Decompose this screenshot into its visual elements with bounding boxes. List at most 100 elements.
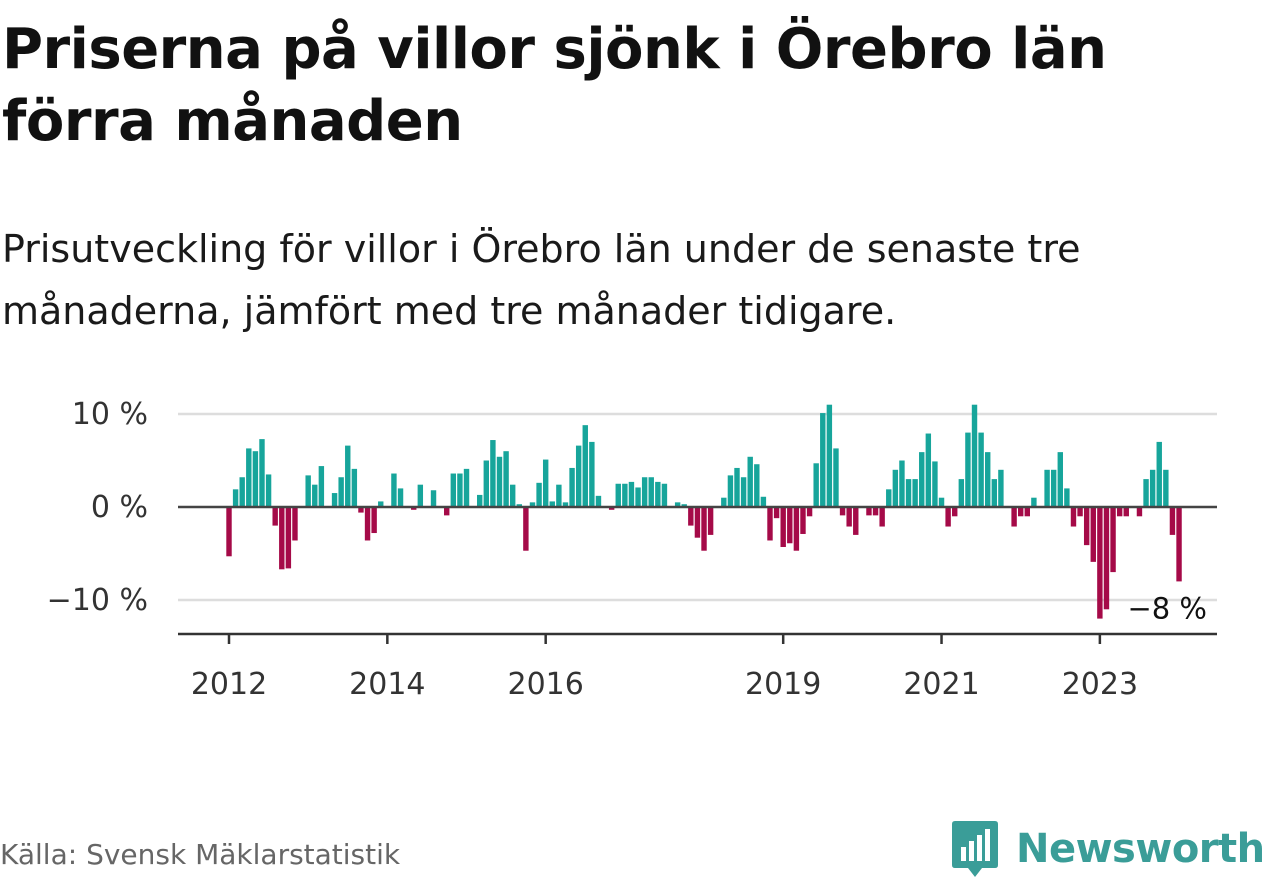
bar	[767, 507, 773, 541]
bar	[1031, 497, 1037, 507]
bar	[305, 475, 311, 507]
bar	[252, 451, 259, 507]
bar	[411, 507, 417, 510]
bar	[1163, 469, 1169, 507]
bar	[879, 507, 885, 527]
bar	[285, 507, 292, 569]
bar	[523, 507, 529, 551]
bar	[1070, 507, 1077, 527]
bar	[641, 477, 648, 507]
bar	[1149, 469, 1156, 507]
bar	[615, 483, 621, 507]
bar	[793, 507, 800, 551]
bar	[780, 507, 786, 547]
bar	[899, 460, 905, 507]
bar	[787, 507, 793, 544]
bar	[952, 507, 958, 517]
bar	[747, 456, 753, 507]
bar	[1143, 479, 1149, 507]
bar	[371, 507, 377, 534]
bar	[1044, 469, 1050, 507]
bar-chart: 10 % 0 % −10 % 2012 2014 2016 2019 2021 2023 −8 %	[47, 397, 1217, 702]
bar	[1103, 507, 1110, 610]
bar	[457, 473, 463, 507]
y-tick-label: −10 %	[47, 583, 148, 618]
bar	[516, 504, 522, 507]
bar	[1050, 469, 1057, 507]
bar	[932, 461, 938, 507]
x-tick-label: 2014	[349, 667, 425, 702]
bar	[925, 433, 932, 507]
bar	[477, 494, 483, 507]
bar	[694, 507, 701, 538]
bar	[965, 432, 971, 507]
bar	[820, 413, 826, 507]
bar	[701, 507, 707, 551]
bar	[773, 507, 780, 519]
bar	[839, 507, 846, 516]
bar	[364, 507, 371, 541]
bar	[760, 496, 767, 507]
bar	[622, 483, 628, 507]
bar	[430, 490, 437, 507]
gridlines	[178, 412, 1217, 602]
bar	[892, 469, 899, 507]
bar	[846, 507, 852, 527]
bar	[1169, 507, 1176, 535]
bar	[1018, 507, 1024, 517]
x-tick-label: 2019	[745, 667, 821, 702]
bar	[463, 468, 470, 507]
bar	[232, 489, 239, 507]
bar	[998, 469, 1004, 507]
bar	[1156, 441, 1162, 507]
bar	[945, 507, 951, 527]
bar	[1011, 507, 1017, 527]
bar	[991, 479, 998, 507]
bar	[1057, 452, 1063, 507]
bar	[1024, 507, 1030, 517]
bar	[813, 463, 819, 507]
bar	[648, 477, 654, 507]
x-tick-label: 2016	[508, 667, 584, 702]
bar	[958, 479, 965, 507]
bar	[826, 404, 833, 507]
bar	[444, 507, 450, 516]
bar	[490, 440, 496, 507]
bar	[688, 507, 694, 526]
bar	[674, 502, 681, 507]
bar	[569, 467, 575, 507]
bar	[417, 484, 424, 507]
bar	[866, 507, 872, 516]
bar	[562, 502, 569, 507]
bar	[1064, 488, 1070, 507]
bar	[589, 441, 595, 507]
bar	[1136, 507, 1143, 517]
axes: 10 % 0 % −10 % 2012 2014 2016 2019 2021 2023 −8 %	[47, 397, 1217, 702]
bar	[259, 439, 265, 507]
bar	[800, 507, 806, 534]
bar	[239, 477, 245, 507]
bar	[1110, 507, 1116, 573]
bar	[246, 448, 252, 507]
bar	[496, 456, 503, 507]
bar	[331, 493, 338, 507]
bar	[661, 483, 668, 507]
bar	[595, 495, 602, 507]
bar	[971, 404, 978, 507]
bar	[886, 489, 892, 507]
bar	[1090, 507, 1096, 562]
bar	[536, 482, 542, 507]
y-tick-label: 0 %	[91, 490, 148, 525]
bar	[1077, 507, 1083, 517]
bar	[556, 484, 562, 507]
bar	[1097, 507, 1103, 619]
bar	[1083, 507, 1090, 546]
bar	[226, 507, 232, 557]
bar	[272, 507, 278, 526]
bar	[635, 487, 641, 507]
bar	[345, 445, 351, 507]
y-tick-label: 10 %	[72, 397, 148, 432]
bar	[905, 479, 912, 507]
x-tick-label: 2012	[191, 667, 267, 702]
bar	[707, 507, 714, 535]
